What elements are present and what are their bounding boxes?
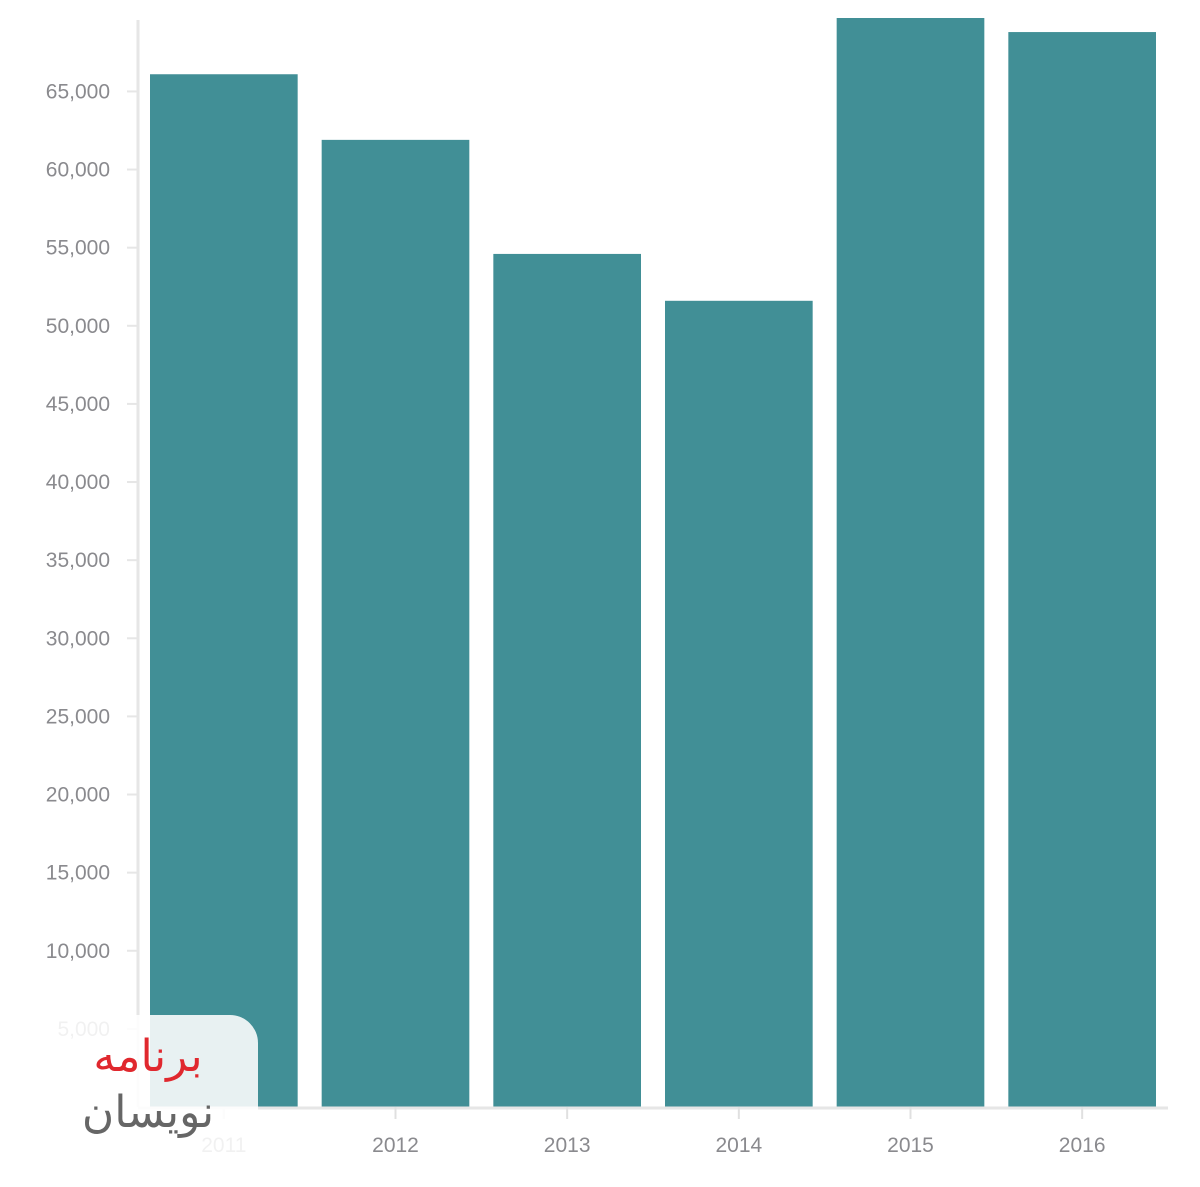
y-tick-label: 35,000 <box>46 549 110 572</box>
y-tick-label: 25,000 <box>46 705 110 728</box>
bar-2012 <box>321 139 470 1107</box>
x-tick-label: 2014 <box>715 1134 762 1157</box>
y-tick-label: 15,000 <box>46 862 110 885</box>
y-tick-label: 50,000 <box>46 315 110 338</box>
bar-2013 <box>493 253 641 1108</box>
watermark-logo: برنامه نویسان <box>38 1015 258 1160</box>
x-tick-label: 2013 <box>544 1134 591 1157</box>
y-tick-label: 40,000 <box>46 471 110 494</box>
bar-2015 <box>836 18 985 1107</box>
y-tick-label: 55,000 <box>46 237 110 260</box>
y-tick-label: 20,000 <box>46 784 110 807</box>
logo-text-top: برنامه <box>93 1031 203 1082</box>
x-tick-label: 2012 <box>372 1134 419 1157</box>
y-tick-label: 60,000 <box>46 159 110 182</box>
bar-2016 <box>1008 32 1156 1108</box>
bar-2014 <box>665 300 813 1107</box>
y-tick-label: 45,000 <box>46 393 110 416</box>
y-tick-label: 10,000 <box>46 940 110 963</box>
y-tick-label: 65,000 <box>46 80 110 103</box>
y-tick-label: 30,000 <box>46 627 110 650</box>
x-tick-label: 2016 <box>1059 1134 1106 1157</box>
x-tick-label: 2015 <box>887 1134 934 1157</box>
bar-2011 <box>150 74 298 1107</box>
logo-text-bottom: نویسان <box>81 1087 215 1138</box>
